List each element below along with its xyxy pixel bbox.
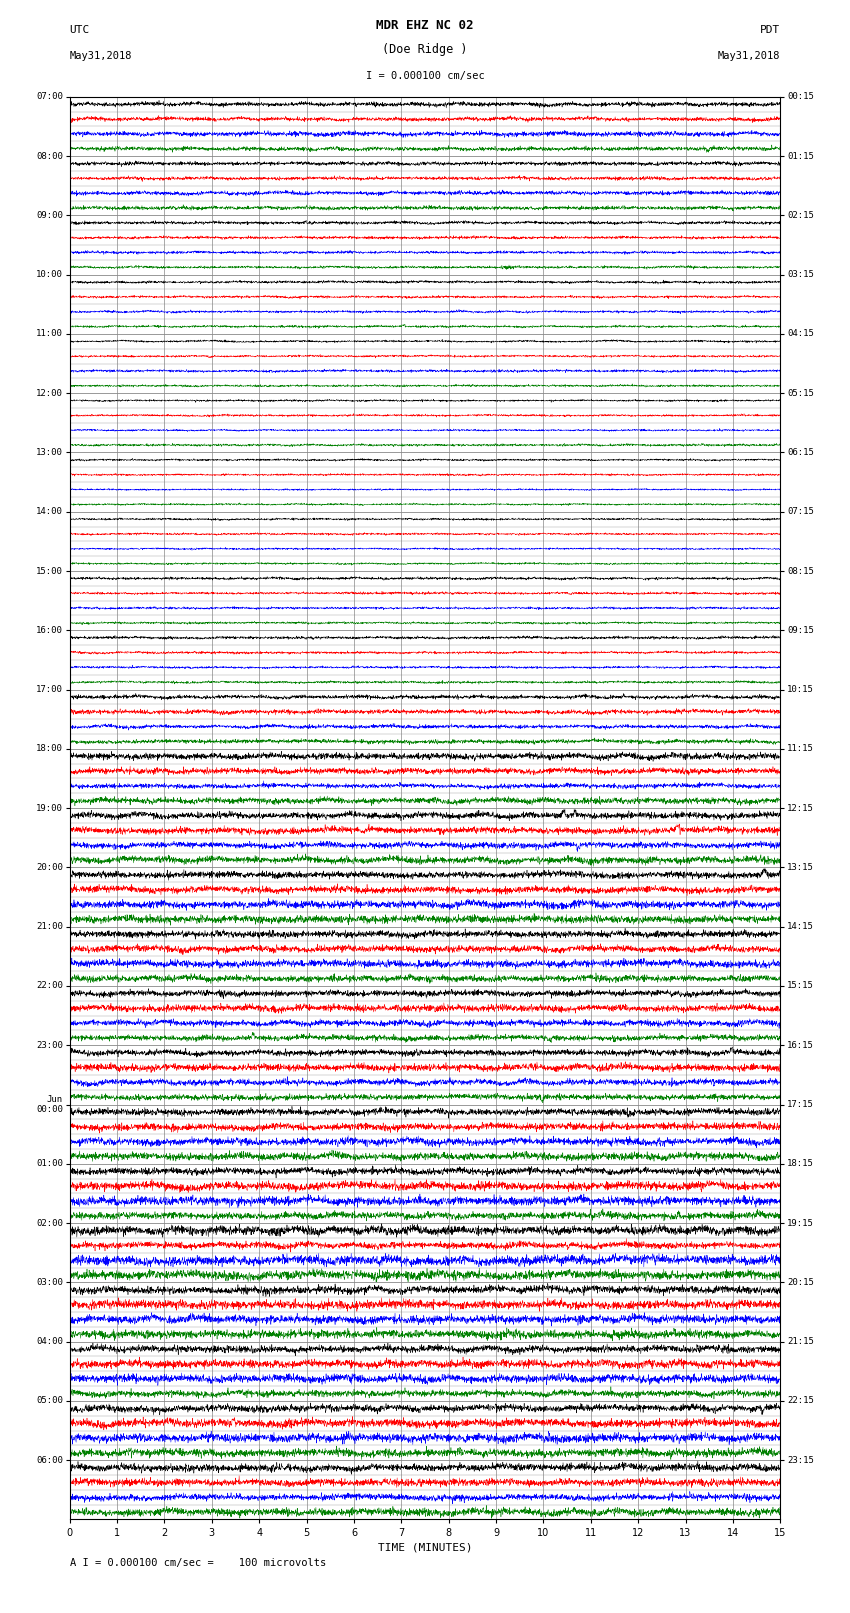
Text: PDT: PDT (760, 26, 780, 35)
Text: MDR EHZ NC 02: MDR EHZ NC 02 (377, 19, 473, 32)
Text: (Doe Ridge ): (Doe Ridge ) (382, 44, 468, 56)
X-axis label: TIME (MINUTES): TIME (MINUTES) (377, 1542, 473, 1553)
Text: May31,2018: May31,2018 (717, 52, 780, 61)
Text: A I = 0.000100 cm/sec =    100 microvolts: A I = 0.000100 cm/sec = 100 microvolts (70, 1558, 326, 1568)
Text: May31,2018: May31,2018 (70, 52, 133, 61)
Text: I = 0.000100 cm/sec: I = 0.000100 cm/sec (366, 71, 484, 81)
Text: UTC: UTC (70, 26, 90, 35)
